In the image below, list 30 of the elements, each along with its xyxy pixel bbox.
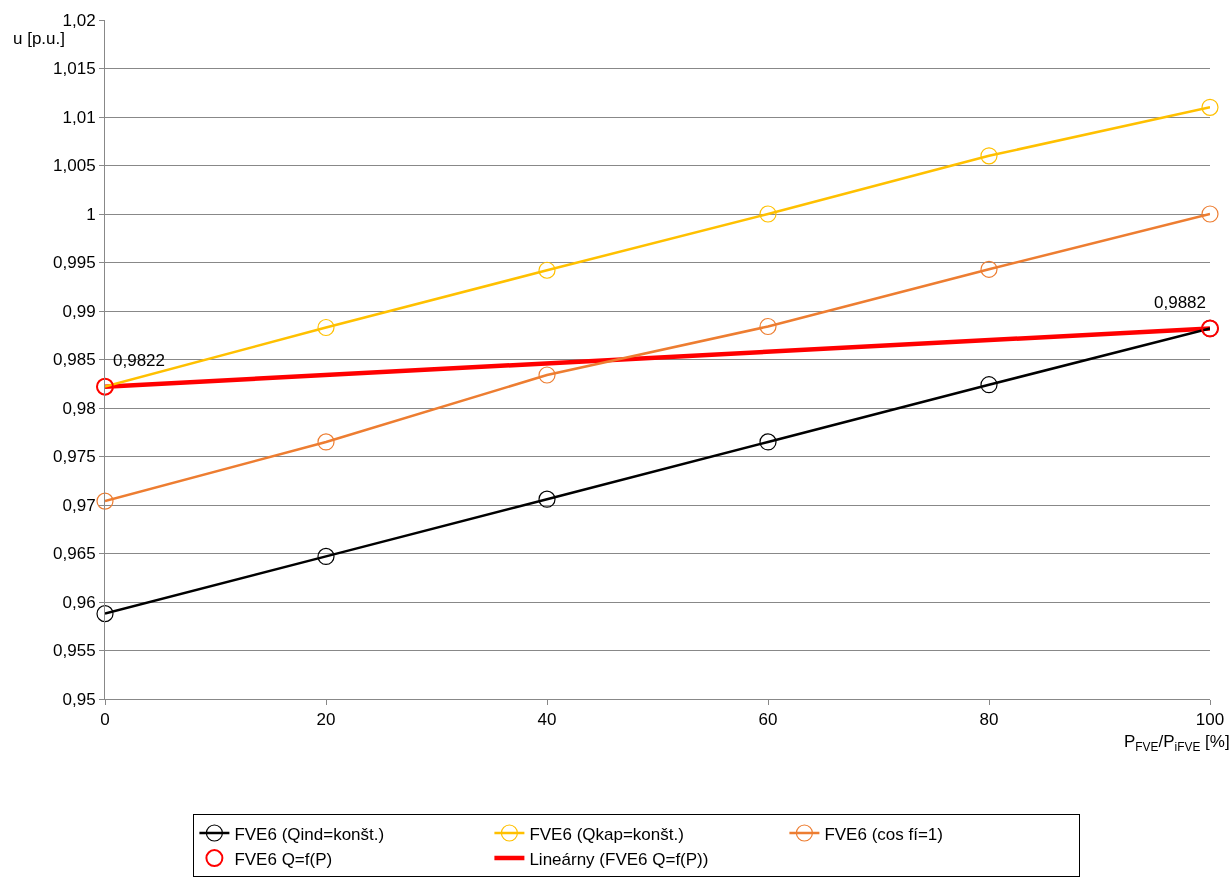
y-tick-label: 0,965 xyxy=(53,544,96,564)
y-tick-label: 0,975 xyxy=(53,447,96,467)
y-tick-label: 0,97 xyxy=(62,495,96,515)
x-tick-label: 60 xyxy=(758,710,778,730)
annotation: 0,9882 xyxy=(1154,293,1206,312)
legend-label: FVE6 (Qind=konšt.) xyxy=(234,824,385,844)
y-axis-title: u [p.u.] xyxy=(13,29,65,48)
y-tick-label: 1 xyxy=(86,204,96,224)
y-tick-label: 0,995 xyxy=(53,253,96,273)
x-axis-title: P$_{FVE}$/P$_{iFVE}$ [%] xyxy=(1124,732,1230,754)
x-tick-label: 0 xyxy=(100,710,110,730)
legend-label: FVE6 (cos fí=1) xyxy=(824,824,943,844)
x-tick-label: 100 xyxy=(1195,710,1225,730)
x-tick-label: 80 xyxy=(979,710,999,730)
y-tick-label: 1,01 xyxy=(62,107,96,127)
y-tick-label: 0,99 xyxy=(62,301,96,321)
y-tick-label: 0,95 xyxy=(62,689,96,709)
y-tick-label: 0,96 xyxy=(62,592,96,612)
annotation: 0,9822 xyxy=(113,351,165,370)
y-tick-label: 0,955 xyxy=(53,641,96,661)
y-tick-label: 1,005 xyxy=(53,156,96,176)
x-tick-label: 40 xyxy=(537,710,557,730)
y-tick-label: 1,015 xyxy=(53,59,96,79)
legend-label: FVE6 Q=f(P) xyxy=(234,849,333,869)
legend-label: Lineárny (FVE6 Q=f(P)) xyxy=(529,849,709,869)
legend-label: FVE6 (Qkap=konšt.) xyxy=(529,824,684,844)
y-tick-label: 1,02 xyxy=(62,10,96,30)
y-tick-label: 0,985 xyxy=(53,350,96,370)
x-tick-label: 20 xyxy=(316,710,336,730)
y-tick-label: 0,98 xyxy=(62,398,96,418)
